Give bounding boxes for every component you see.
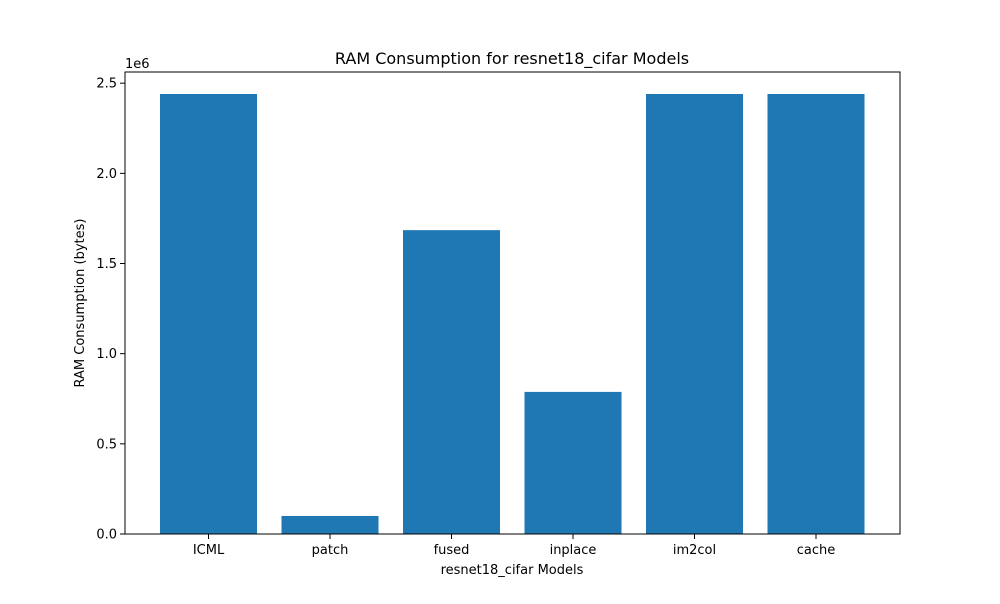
y-axis-label: RAM Consumption (bytes) <box>73 219 88 388</box>
x-tick-label: patch <box>312 543 349 558</box>
bar-patch <box>281 515 379 534</box>
bar-fused <box>403 230 500 535</box>
x-tick-label: ICML <box>193 543 225 558</box>
y-tick-label: 1.0 <box>96 347 117 362</box>
bars-group <box>160 94 865 535</box>
x-tick-label: cache <box>797 543 836 558</box>
x-tick-label: inplace <box>550 543 597 558</box>
y-tick-label: 0.0 <box>96 528 117 543</box>
bar-icml <box>160 94 257 534</box>
x-tick-label: im2col <box>673 543 716 558</box>
x-ticks-group: ICML patch fused inplace im2col cache <box>193 534 835 558</box>
bar-im2col <box>646 94 743 534</box>
y-tick-label: 2.0 <box>96 167 117 182</box>
x-axis-label: resnet18_cifar Models <box>441 563 584 578</box>
chart-title: RAM Consumption for resnet18_cifar Model… <box>335 49 689 69</box>
plot-frame <box>124 71 901 535</box>
y-tick-label: 0.5 <box>96 437 117 452</box>
x-tick-label: fused <box>434 543 470 558</box>
y-axis-offset-text: 1e6 <box>125 57 150 72</box>
y-ticks-group: 0.0 0.5 1.0 1.5 2.0 2.5 <box>96 77 125 543</box>
bar-inplace <box>524 391 622 534</box>
y-tick-label: 2.5 <box>96 77 117 92</box>
y-tick-label: 1.5 <box>96 257 117 272</box>
bar-cache <box>767 94 865 534</box>
